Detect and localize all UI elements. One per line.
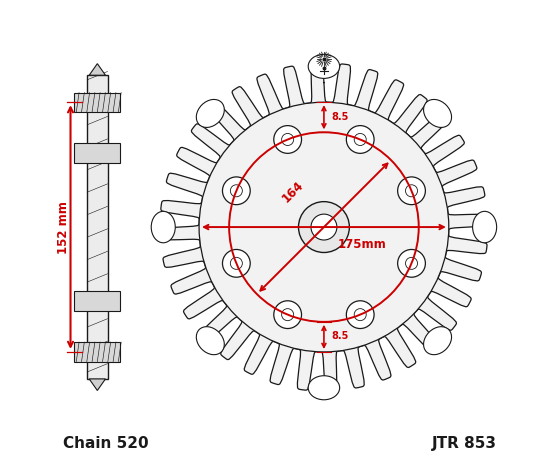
Bar bbox=[74, 342, 120, 362]
Circle shape bbox=[199, 102, 449, 352]
Circle shape bbox=[222, 249, 250, 277]
Ellipse shape bbox=[308, 376, 340, 400]
Text: 8.5: 8.5 bbox=[332, 331, 349, 341]
Bar bbox=[87, 75, 108, 379]
Text: 8.5: 8.5 bbox=[332, 111, 349, 122]
Circle shape bbox=[346, 125, 374, 154]
Bar bbox=[74, 93, 120, 112]
Ellipse shape bbox=[473, 212, 497, 243]
Circle shape bbox=[274, 301, 301, 329]
Circle shape bbox=[222, 177, 250, 205]
Ellipse shape bbox=[197, 327, 225, 355]
Ellipse shape bbox=[423, 327, 451, 355]
Ellipse shape bbox=[308, 54, 340, 79]
Circle shape bbox=[311, 214, 337, 240]
Ellipse shape bbox=[423, 99, 451, 127]
Ellipse shape bbox=[151, 212, 175, 243]
Bar bbox=[74, 144, 120, 163]
Circle shape bbox=[298, 202, 349, 253]
Bar bbox=[74, 291, 120, 311]
Text: 164: 164 bbox=[280, 178, 307, 205]
Circle shape bbox=[398, 249, 426, 277]
Text: JTR 853: JTR 853 bbox=[432, 436, 497, 451]
Ellipse shape bbox=[197, 99, 225, 127]
Text: 152 mm: 152 mm bbox=[57, 201, 69, 254]
Text: 175mm: 175mm bbox=[338, 238, 386, 251]
Circle shape bbox=[274, 125, 301, 154]
Text: Chain 520: Chain 520 bbox=[63, 436, 148, 451]
Polygon shape bbox=[89, 64, 105, 75]
Circle shape bbox=[398, 177, 426, 205]
Polygon shape bbox=[89, 379, 105, 390]
Polygon shape bbox=[160, 63, 488, 391]
Circle shape bbox=[346, 301, 374, 329]
